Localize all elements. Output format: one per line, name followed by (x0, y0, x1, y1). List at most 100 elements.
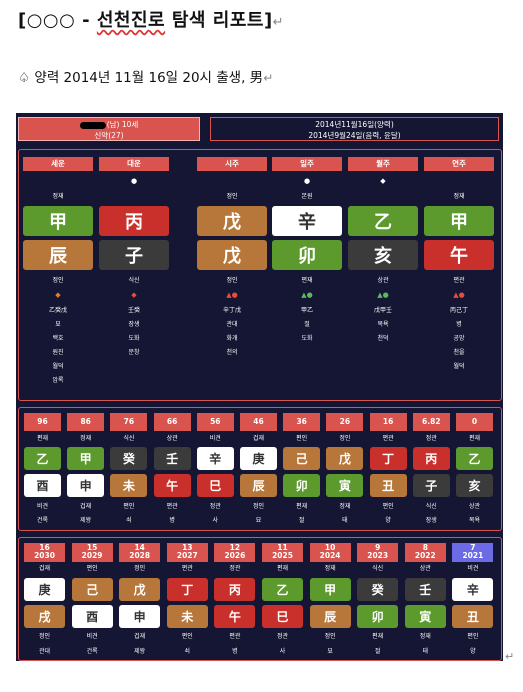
shinsal-1: 도화 (128, 335, 140, 342)
earthly-branch: 辰 (23, 240, 93, 270)
seun-year: 2023 (367, 551, 389, 560)
seun-branch: 巳 (262, 605, 303, 628)
daeun-stage: 제왕 (80, 517, 92, 524)
seun-stage: 양 (470, 648, 476, 655)
title-rest: 탐색 리포트] (165, 10, 273, 31)
daeun-branch-god: 정재 (339, 503, 351, 510)
seun-ten-god: 편인 (86, 565, 98, 572)
seun-branch-god: 편인 (181, 633, 193, 640)
daeun-age: 0 (456, 413, 493, 431)
element-marker: ▲● (377, 291, 389, 299)
pillar-label: 세운 (23, 157, 93, 171)
shinsal-2: 천을 (453, 349, 465, 356)
seun-year-label: 11 2025 (262, 543, 303, 562)
seun-branch-god: 정인 (38, 633, 51, 640)
seun-year: 2027 (176, 551, 198, 560)
pillar-label: 연주 (424, 157, 494, 171)
paragraph-mark: ↵ (263, 71, 274, 85)
daeun-branch: 寅 (326, 474, 364, 497)
seun-ten-god: 정재 (324, 565, 336, 572)
earthly-branch: 亥 (348, 240, 418, 270)
seun-ten-god: 정관 (229, 565, 241, 572)
title-main: 선천진로 (96, 10, 166, 31)
daeun-age: 26 (326, 413, 364, 431)
daeun-ten-god: 편재 (36, 435, 49, 442)
life-stage: 관대 (226, 321, 238, 328)
seun-ten-god: 겁재 (38, 565, 51, 572)
earthly-branch: 午 (424, 240, 494, 270)
life-stage: 목욕 (377, 321, 389, 328)
seun-stem: 己 (71, 578, 113, 601)
pillar-label: 대운 (99, 157, 169, 171)
daeun-ten-god: 상관 (166, 435, 178, 442)
seun-stage: 사 (279, 648, 286, 655)
seun-year: 2024 (319, 551, 341, 560)
shinsal-1: 천덕 (377, 335, 389, 342)
seun-year-label: 12 2026 (214, 543, 256, 562)
life-stage: 장생 (128, 321, 140, 328)
daeun-stage: 절 (298, 517, 305, 524)
bottom-ten-god: 정인 (52, 277, 64, 284)
seun-stem: 辛 (452, 578, 494, 601)
seun-stage: 태 (422, 648, 429, 655)
element-marker: ▲● (226, 291, 238, 299)
hidden-stems: 戊甲壬 (373, 307, 392, 314)
heavenly-stem: 甲 (23, 206, 93, 236)
seun-age: 12 (229, 543, 241, 552)
seun-box (18, 537, 502, 661)
seun-year: 2030 (34, 551, 55, 560)
seun-branch: 申 (119, 605, 161, 628)
shinsal-1: 화개 (226, 335, 238, 342)
seun-branch-god: 정재 (419, 633, 431, 640)
date-header: 2014년11월16일(양력) 2014년9월24일(음력, 윤달) (210, 117, 499, 141)
seun-ten-god: 상관 (419, 565, 431, 572)
daeun-box (18, 407, 502, 531)
daeun-branch: 亥 (456, 474, 493, 497)
seun-age: 8 (422, 543, 428, 552)
daeun-stem: 丁 (369, 447, 407, 470)
hidden-stems: 壬癸 (127, 307, 140, 314)
seun-stem: 癸 (357, 578, 399, 601)
daeun-stem: 辛 (196, 447, 234, 470)
seun-stem: 戊 (119, 578, 161, 601)
daeun-age: 46 (240, 413, 277, 431)
seun-year: 2026 (224, 551, 246, 560)
seun-branch: 戌 (24, 605, 65, 628)
seun-year: 2025 (272, 551, 293, 560)
seun-age: 7 (470, 543, 476, 552)
daeun-stem: 戊 (326, 447, 364, 470)
bottom-ten-god: 상관 (377, 277, 389, 284)
daeun-branch-god: 상관 (468, 503, 481, 510)
heavenly-stem: 戊 (197, 206, 267, 236)
top-ten-god: 정인 (226, 193, 238, 200)
heavenly-stem: 乙 (348, 206, 418, 236)
seun-branch-god: 편재 (372, 633, 384, 640)
daeun-branch-god: 편인 (123, 503, 135, 510)
daeun-ten-god: 비견 (209, 435, 221, 442)
daeun-stage: 양 (385, 517, 391, 524)
shinsal-3: 월덕 (52, 363, 64, 370)
life-stage: 절 (304, 321, 310, 328)
seun-branch-god: 편관 (229, 633, 241, 640)
daeun-stem: 癸 (110, 447, 148, 470)
heavenly-stem: 丙 (99, 206, 169, 236)
seun-branch: 未 (166, 605, 208, 628)
top-ten-god: 본원 (301, 193, 313, 200)
bottom-ten-god: 편관 (453, 277, 465, 284)
seun-year-label: 16 2030 (24, 543, 65, 562)
heavenly-stem: 甲 (424, 206, 494, 236)
seun-year: 2029 (81, 551, 103, 560)
daeun-stage: 목욕 (468, 517, 481, 524)
daeun-stem: 乙 (456, 447, 493, 470)
daeun-age: 76 (110, 413, 148, 431)
top-god-dot: ● (130, 177, 138, 185)
seun-year-label: 9 2023 (357, 543, 399, 562)
earthly-branch: 戊 (197, 240, 267, 270)
bottom-ten-god: 정인 (226, 277, 238, 284)
top-ten-god: 정재 (52, 193, 64, 200)
daeun-age: 96 (24, 413, 61, 431)
daeun-ten-god: 겁재 (252, 435, 265, 442)
daeun-age: 16 (369, 413, 407, 431)
shinsal-4: 암록 (52, 377, 64, 384)
daeun-stem: 庚 (240, 447, 277, 470)
